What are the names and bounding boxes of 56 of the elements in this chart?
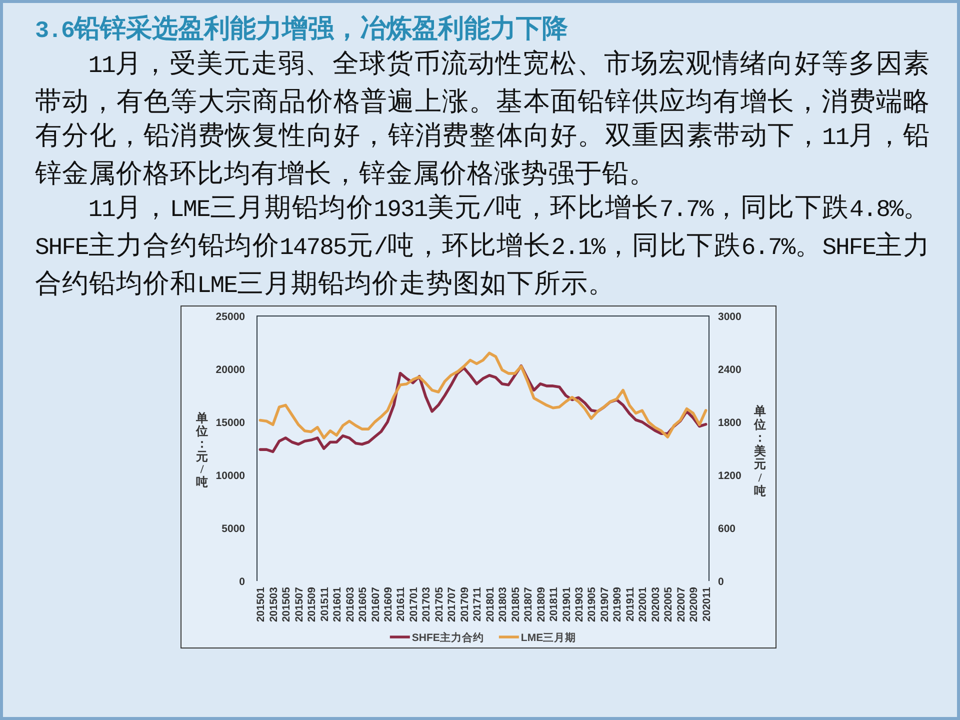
x-tick-label: 201801 xyxy=(484,586,496,622)
x-tick-label: 201511 xyxy=(318,586,331,622)
x-tick-label: 201609 xyxy=(382,586,395,622)
legend-label: LME三月期 xyxy=(520,631,576,644)
x-tick-label: 201605 xyxy=(357,586,370,622)
x-tick-label: 201611 xyxy=(395,586,408,622)
x-tick-label: 201811 xyxy=(548,586,560,622)
x-tick-label: 201703 xyxy=(420,586,433,622)
y-axis-title: 单位：元/吨 xyxy=(195,411,208,489)
x-tick-label: 201909 xyxy=(612,586,624,622)
legend-label: SHFE主力合约 xyxy=(412,631,484,644)
y-tick-label: 0 xyxy=(239,576,246,588)
x-tick-label: 201709 xyxy=(458,586,471,622)
x-tick-label: 202003 xyxy=(650,586,662,622)
line-series xyxy=(258,352,708,440)
x-tick-label: 201901 xyxy=(560,586,573,622)
y-tick-label: 10000 xyxy=(216,470,246,482)
y-tick-label: 15000 xyxy=(216,417,246,429)
x-tick-label: 201603 xyxy=(344,586,356,622)
y2-tick-label: 1800 xyxy=(718,417,742,429)
x-tick-label: 201701 xyxy=(408,586,420,622)
x-tick-label: 201509 xyxy=(306,586,318,622)
y2-axis-title: 单位：美元/吨 xyxy=(753,404,766,498)
x-tick-label: 201907 xyxy=(598,586,611,622)
x-tick-label: 201807 xyxy=(522,586,535,622)
text: 11月，受美元走弱、全球货币流动性宽松、市场宏观情绪向好等多因素带动，有色等大宗商品价格普遍上涨。基本面铅锌供应均有增长，消费端略有分化，铅消费恢复性向好，锌消费整体向好。双重因素带动下，11月，铅锌金属价格环比均有增长，锌金属价格涨势强于铅。 xyxy=(35,48,930,188)
x-tick-label: 201507 xyxy=(293,586,306,622)
x-tick-label: 202009 xyxy=(688,586,700,622)
y2-tick-label: 600 xyxy=(718,523,736,535)
x-tick-label: 201707 xyxy=(446,586,458,622)
y-tick-label: 20000 xyxy=(216,364,246,376)
x-tick-label: 202005 xyxy=(662,586,675,622)
y-tick-label: 5000 xyxy=(222,523,246,535)
x-tick-label: 201809 xyxy=(535,586,548,622)
y-tick-label: 25000 xyxy=(216,311,246,323)
chart-title: 3.6铅锌采选盈利能力增强，冶炼盈利能力下降 xyxy=(35,12,568,47)
x-tick-label: 201607 xyxy=(370,586,382,622)
x-tick-label: 202007 xyxy=(675,586,688,622)
x-tick-label: 201501 xyxy=(255,586,268,622)
y2-tick-label: 2400 xyxy=(718,364,742,376)
x-tick-label: 201711 xyxy=(472,586,484,622)
x-tick-label: 201905 xyxy=(586,586,598,622)
y2-tick-label: 3000 xyxy=(718,311,742,323)
x-tick-label: 201805 xyxy=(510,586,522,622)
x-tick-label: 201903 xyxy=(573,586,586,622)
y2-tick-label: 0 xyxy=(718,576,724,588)
x-tick-label: 202001 xyxy=(637,586,650,622)
x-tick-label: 201505 xyxy=(280,586,293,622)
x-tick-label: 201503 xyxy=(268,586,280,622)
text: 11月，LME三月期铅均价1931美元/吨，环比增长7.7%，同比下跌4.8%。SHFE主力合约铅均价14785元/吨，环比增长2.1%，同比下跌6.7%。SHFE主力合约铅均价和LME三月期铅均价走势图如下所示。 xyxy=(35,192,930,300)
y2-tick-label: 1200 xyxy=(718,470,742,482)
x-tick-label: 201705 xyxy=(433,586,446,622)
x-tick-label: 201911 xyxy=(624,586,636,622)
x-tick-label: 202011 xyxy=(700,586,713,622)
x-tick-label: 201601 xyxy=(332,586,344,622)
x-tick-label: 201803 xyxy=(497,586,510,622)
